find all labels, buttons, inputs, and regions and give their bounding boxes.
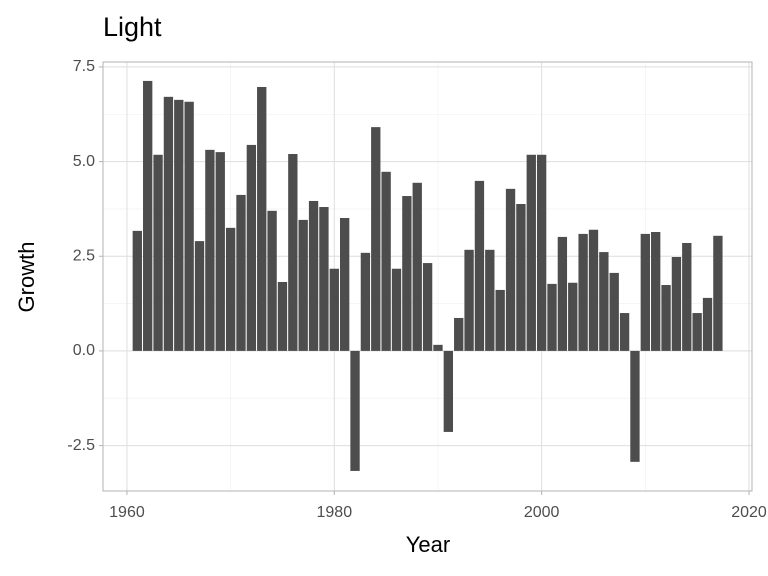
bar [682, 242, 692, 351]
bar [485, 249, 495, 351]
bar [143, 80, 153, 351]
bar [671, 257, 682, 351]
bar [464, 249, 474, 351]
chart-title: Light [103, 12, 162, 42]
bar [194, 241, 205, 351]
bar [422, 263, 433, 351]
bar [713, 235, 723, 351]
bar [443, 350, 454, 432]
bar [454, 317, 464, 351]
bar [433, 344, 443, 351]
bar [329, 268, 339, 351]
bar [609, 272, 619, 351]
bar [308, 200, 319, 351]
y-tick-label: 7.5 [73, 58, 95, 75]
bar [619, 313, 630, 351]
bar [557, 236, 568, 351]
bar [277, 281, 288, 351]
bar [288, 154, 298, 351]
bar [163, 96, 174, 351]
x-tick-label: 1960 [109, 504, 145, 521]
bar [692, 313, 702, 351]
x-tick-label: 1980 [317, 504, 353, 521]
bar [640, 233, 650, 351]
bar [495, 289, 505, 351]
bar [360, 252, 371, 351]
x-axis-title: Year [406, 532, 450, 557]
bar [267, 210, 277, 351]
bar [371, 127, 381, 351]
bar [599, 252, 609, 351]
bar [339, 218, 350, 351]
bar [215, 152, 225, 351]
y-tick-label: 0.0 [73, 342, 95, 359]
bar [568, 282, 578, 351]
bar [536, 154, 547, 351]
bar [391, 268, 402, 351]
bar [547, 283, 557, 351]
bar [505, 188, 516, 351]
bar [184, 101, 194, 351]
y-tick-label: 2.5 [73, 247, 95, 264]
bar [516, 203, 526, 351]
bar [630, 350, 640, 462]
y-axis-title: Growth [14, 242, 39, 313]
bar [225, 227, 236, 351]
bar [153, 154, 163, 351]
y-tick-label: -2.5 [67, 437, 95, 454]
bar [474, 180, 485, 351]
bar [578, 233, 588, 351]
bar [402, 196, 412, 351]
bar [246, 144, 257, 351]
bar [132, 230, 142, 351]
panel-border [102, 61, 753, 492]
bar [236, 194, 246, 351]
bar [350, 350, 360, 471]
bar [526, 154, 536, 351]
bar [319, 207, 329, 351]
bar [381, 171, 391, 351]
bar [651, 232, 661, 351]
bar [298, 219, 308, 351]
bar [174, 99, 184, 351]
bar [205, 149, 215, 351]
x-tick-label: 2000 [524, 504, 560, 521]
bar [588, 229, 599, 351]
bar [702, 297, 713, 351]
bar [412, 182, 422, 351]
bar [661, 285, 671, 351]
y-tick-label: 5.0 [73, 153, 95, 170]
bar [257, 86, 267, 351]
x-tick-label: 2020 [731, 504, 767, 521]
